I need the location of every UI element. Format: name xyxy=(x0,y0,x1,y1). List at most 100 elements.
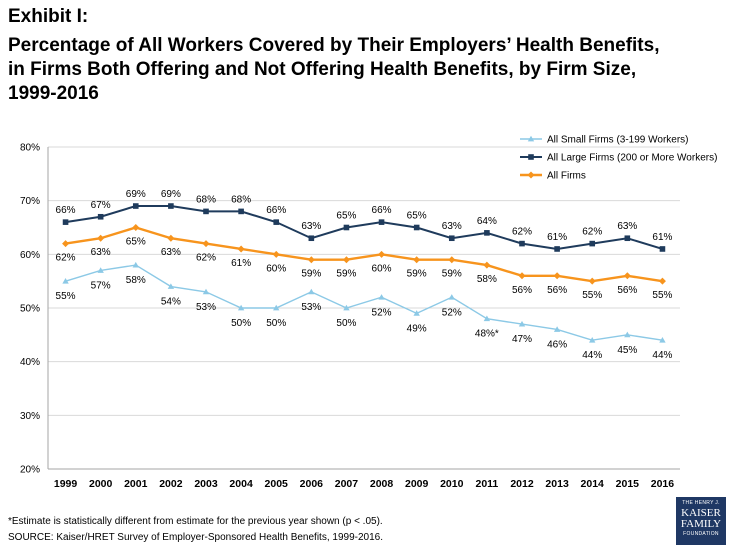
data-label-large: 67% xyxy=(91,200,111,211)
y-tick-label: 50% xyxy=(20,304,40,315)
data-label-small: 48%* xyxy=(475,329,499,340)
data-label-small: 50% xyxy=(231,318,251,329)
x-tick-label: 2012 xyxy=(510,478,534,490)
exhibit-label: Exhibit I: xyxy=(8,6,89,27)
data-label-all: 59% xyxy=(442,269,462,280)
x-tick-label: 2010 xyxy=(440,478,464,490)
data-point-large xyxy=(308,235,315,242)
data-point-large xyxy=(378,219,385,225)
data-label-small: 50% xyxy=(266,318,286,329)
logo-line-3: FAMILY xyxy=(680,518,722,530)
y-tick-label: 80% xyxy=(20,143,40,154)
data-point-small xyxy=(589,337,596,343)
data-label-small: 53% xyxy=(196,302,216,313)
data-point-small xyxy=(62,277,69,284)
data-point-small xyxy=(553,326,561,332)
data-point-all xyxy=(132,224,140,231)
data-point-all xyxy=(658,277,666,285)
data-label-large: 62% xyxy=(512,227,532,238)
data-point-all xyxy=(202,240,210,248)
data-point-large xyxy=(273,219,280,225)
y-tick-label: 60% xyxy=(20,250,40,261)
data-label-small: 53% xyxy=(301,302,321,313)
data-label-large: 66% xyxy=(372,205,392,216)
data-label-all: 63% xyxy=(91,247,111,258)
data-point-all xyxy=(378,250,386,258)
data-label-large: 61% xyxy=(547,232,567,243)
data-label-small: 47% xyxy=(512,334,532,345)
data-point-large xyxy=(132,203,139,209)
data-label-all: 62% xyxy=(56,253,76,264)
data-label-small: 52% xyxy=(372,307,392,318)
data-label-all: 63% xyxy=(161,247,181,258)
x-tick-label: 2014 xyxy=(581,478,605,490)
data-point-large xyxy=(97,213,104,220)
data-label-large: 66% xyxy=(266,205,286,216)
chart-title-line-2: in Firms Both Offering and Not Offering … xyxy=(8,59,637,80)
data-label-all: 62% xyxy=(196,253,216,264)
data-point-all xyxy=(413,256,421,264)
data-label-all: 61% xyxy=(231,258,251,269)
x-tick-label: 2009 xyxy=(405,478,429,490)
data-label-large: 65% xyxy=(407,211,427,222)
legend-swatch-marker-large xyxy=(528,154,534,160)
data-label-small: 55% xyxy=(56,291,76,302)
data-point-small xyxy=(237,304,245,311)
data-point-all xyxy=(623,272,631,280)
data-point-large xyxy=(519,240,525,247)
x-tick-label: 2013 xyxy=(545,478,569,490)
data-point-large xyxy=(168,203,174,209)
data-label-all: 60% xyxy=(266,263,286,274)
data-label-all: 60% xyxy=(372,263,392,274)
data-label-all: 56% xyxy=(512,285,532,296)
data-label-small: 49% xyxy=(407,323,427,334)
legend-label-small: All Small Firms (3-199 Workers) xyxy=(547,135,689,146)
data-point-large xyxy=(448,235,455,242)
data-point-large xyxy=(589,240,596,247)
data-label-all: 58% xyxy=(477,274,497,285)
data-point-small xyxy=(343,304,350,311)
data-label-large: 68% xyxy=(196,194,216,205)
data-point-all xyxy=(237,245,245,253)
x-tick-label: 2001 xyxy=(124,478,148,490)
data-label-small: 58% xyxy=(126,275,146,286)
footnote: *Estimate is statistically different fro… xyxy=(8,516,383,527)
data-point-small xyxy=(624,331,631,338)
data-point-large xyxy=(484,230,490,236)
data-label-all: 59% xyxy=(301,269,321,280)
x-tick-label: 2000 xyxy=(89,478,113,490)
data-point-small xyxy=(483,315,491,322)
data-point-small xyxy=(273,304,280,311)
x-tick-label: 2016 xyxy=(651,478,675,490)
x-tick-label: 2002 xyxy=(159,478,183,490)
x-tick-label: 2008 xyxy=(370,478,394,490)
x-tick-label: 2005 xyxy=(265,478,289,490)
data-label-all: 56% xyxy=(547,285,567,296)
data-label-large: 63% xyxy=(442,221,462,232)
data-label-small: 45% xyxy=(617,345,637,356)
data-point-all xyxy=(62,240,70,248)
chart-title-line-1: Percentage of All Workers Covered by The… xyxy=(8,35,660,56)
data-point-small xyxy=(448,294,455,300)
data-label-all: 59% xyxy=(336,269,356,280)
logo-line-4: FOUNDATION xyxy=(683,531,719,537)
data-label-large: 65% xyxy=(336,211,356,222)
series-line-large xyxy=(65,205,663,250)
data-point-small xyxy=(132,261,139,268)
data-label-small: 50% xyxy=(336,318,356,329)
data-point-large xyxy=(203,208,209,215)
kff-logo: THE HENRY J. KAISER FAMILY FOUNDATION xyxy=(676,497,726,545)
data-point-all xyxy=(307,256,315,264)
data-point-all xyxy=(553,272,561,280)
data-point-small xyxy=(97,267,104,273)
data-point-large xyxy=(343,224,350,231)
data-point-small xyxy=(378,294,385,300)
data-point-small xyxy=(413,310,420,316)
data-point-all xyxy=(483,261,491,269)
data-point-all xyxy=(167,234,175,242)
data-point-large xyxy=(238,208,244,215)
data-label-large: 66% xyxy=(56,205,76,216)
data-point-small xyxy=(518,320,526,327)
x-tick-label: 2011 xyxy=(475,478,498,490)
data-point-large xyxy=(62,219,69,225)
